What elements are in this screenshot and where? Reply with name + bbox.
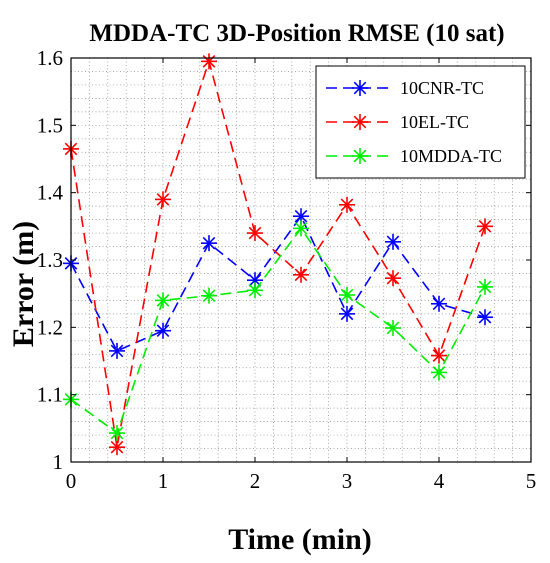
y-tick-label: 1.3 [37,248,63,272]
data-point-marker [477,278,493,295]
y-axis-label: Error (m) [7,221,40,347]
data-point-marker [431,347,447,364]
data-point-marker [247,282,263,299]
data-point-marker [477,218,493,235]
series-line [70,214,486,352]
data-point-marker [431,295,447,312]
y-tick-label: 1.5 [37,113,63,137]
data-point-marker [477,309,493,326]
data-point-marker [109,425,125,442]
x-tick-label: 5 [526,469,537,493]
data-point-marker [293,220,309,237]
legend-label: 10MDDA-TC [400,146,502,166]
x-tick-label: 1 [158,469,169,493]
data-point-marker [352,80,368,96]
legend: 10CNR-TC 10EL-TC 10MDDA-TC [315,65,526,179]
data-point-marker [155,292,171,309]
x-tick-label: 2 [250,469,261,493]
data-point-marker [339,196,355,213]
legend-item: 10EL-TC [326,112,469,132]
data-point-marker [109,342,125,359]
y-tick-label: 1 [53,450,64,474]
legend-item: 10CNR-TC [326,78,484,98]
legend-item: 10MDDA-TC [326,146,502,166]
series-line [70,58,486,448]
legend-label: 10CNR-TC [400,78,484,98]
series-10MDDA-TC [63,220,493,442]
y-tick-label: 1.4 [37,181,64,205]
data-point-marker [385,270,401,287]
data-point-marker [352,148,368,164]
data-point-marker [385,320,401,337]
data-point-marker [201,235,217,252]
data-point-marker [201,287,217,304]
data-point-marker [201,53,217,70]
chart-title: MDDA-TC 3D-Position RMSE (10 sat) [89,20,504,47]
data-point-marker [247,225,263,242]
x-tick-label: 3 [342,469,353,493]
data-point-marker [431,364,447,381]
data-point-marker [155,191,171,208]
y-tick-label: 1.6 [37,46,63,70]
axis-ticks: 0 1 2 3 4 511.11.21.31.41.51.6 [37,46,537,493]
data-point-marker [109,439,125,456]
data-point-marker [155,322,171,339]
x-tick-label: 4 [434,469,445,493]
data-point-marker [293,266,309,283]
data-point-marker [352,114,368,130]
y-tick-label: 1.1 [37,383,63,407]
x-tick-label: 0 [66,469,77,493]
x-axis-label: Time (min) [228,523,372,556]
series-line [70,227,486,435]
legend-label: 10EL-TC [400,112,469,132]
series-10EL-TC [63,53,493,456]
y-tick-label: 1.2 [37,315,63,339]
data-point-marker [339,287,355,304]
data-point-marker [385,233,401,250]
data-point-marker [339,305,355,322]
